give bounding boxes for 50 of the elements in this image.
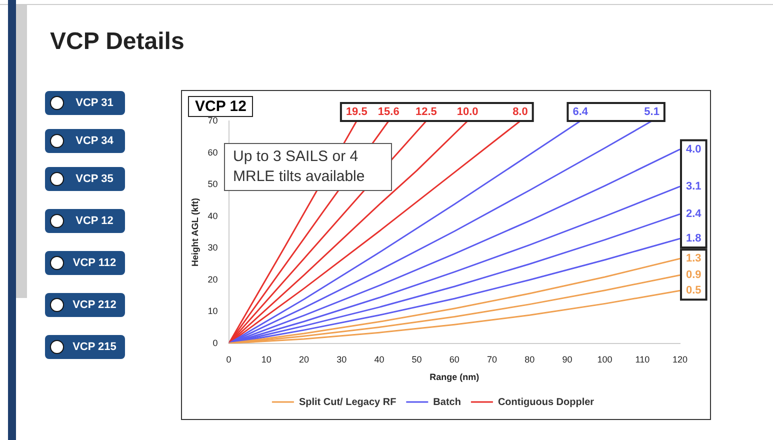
annotation: 2.4 bbox=[686, 208, 702, 220]
y-tick-label: 10 bbox=[208, 306, 218, 316]
y-tick-label: 70 bbox=[208, 115, 218, 126]
x-tick-label: 70 bbox=[486, 354, 498, 364]
text: VCP 215 bbox=[72, 341, 118, 353]
x-tick-label: 120 bbox=[672, 354, 688, 364]
x-tick-label: 0 bbox=[226, 354, 232, 364]
text: VCP 112 bbox=[72, 257, 118, 269]
text: VCP 31 bbox=[74, 97, 114, 109]
annotation: 8.0 bbox=[512, 106, 528, 118]
text: VCP 34 bbox=[74, 135, 114, 147]
annotation: 6.4 bbox=[572, 106, 589, 118]
chart-title: VCP Details bbox=[50, 28, 184, 56]
text: VCP 35 bbox=[74, 173, 114, 185]
annotation: 0.5 bbox=[686, 284, 702, 297]
x-tick-label: 90 bbox=[562, 354, 572, 364]
legend-label: Split Cut/ Legacy RF bbox=[298, 396, 396, 408]
x-tick-label: 30 bbox=[336, 354, 347, 364]
legend-label: Contiguous Doppler bbox=[498, 396, 594, 408]
x-tick-label: 60 bbox=[449, 354, 460, 364]
y-tick-label: 0 bbox=[212, 338, 218, 348]
annotation: 12.5 bbox=[415, 106, 437, 118]
annotation: Up to 3 SAILS or 4 MRLE tilts available bbox=[224, 143, 392, 191]
chart-subtitle: VCP 12 bbox=[188, 96, 254, 117]
x-tick-label: 50 bbox=[412, 354, 422, 364]
x-tick-label: 20 bbox=[299, 354, 310, 364]
y-tick-label: 60 bbox=[208, 147, 218, 158]
y-tick-label: 50 bbox=[208, 179, 218, 190]
x-axis-title: Range (nm) bbox=[430, 372, 480, 382]
x-tick-label: 10 bbox=[261, 354, 272, 364]
x-tick-label: 40 bbox=[374, 354, 384, 364]
y-axis-title: Height AGL (kft) bbox=[190, 198, 200, 266]
y-tick-label: 20 bbox=[208, 274, 218, 284]
annotation: 10.0 bbox=[456, 106, 478, 118]
y-tick-label: 40 bbox=[208, 210, 218, 221]
text: VCP 12 bbox=[74, 215, 114, 227]
annotation: 19.5 bbox=[346, 106, 368, 118]
annotation: 3.1 bbox=[686, 180, 702, 192]
annotation: 1.8 bbox=[686, 232, 702, 245]
text: VCP 212 bbox=[72, 299, 118, 311]
annotation: 4.0 bbox=[686, 143, 702, 156]
annotation: 5.1 bbox=[644, 106, 660, 118]
x-tick-label: 100 bbox=[597, 354, 612, 364]
annotation: 15.6 bbox=[378, 106, 400, 118]
legend-label: Batch bbox=[433, 396, 461, 408]
annotation: 0.9 bbox=[686, 269, 702, 282]
y-tick-label: 30 bbox=[208, 242, 218, 253]
x-tick-label: 110 bbox=[635, 354, 650, 364]
annotation: 1.3 bbox=[686, 252, 702, 265]
x-tick-label: 80 bbox=[524, 354, 535, 364]
